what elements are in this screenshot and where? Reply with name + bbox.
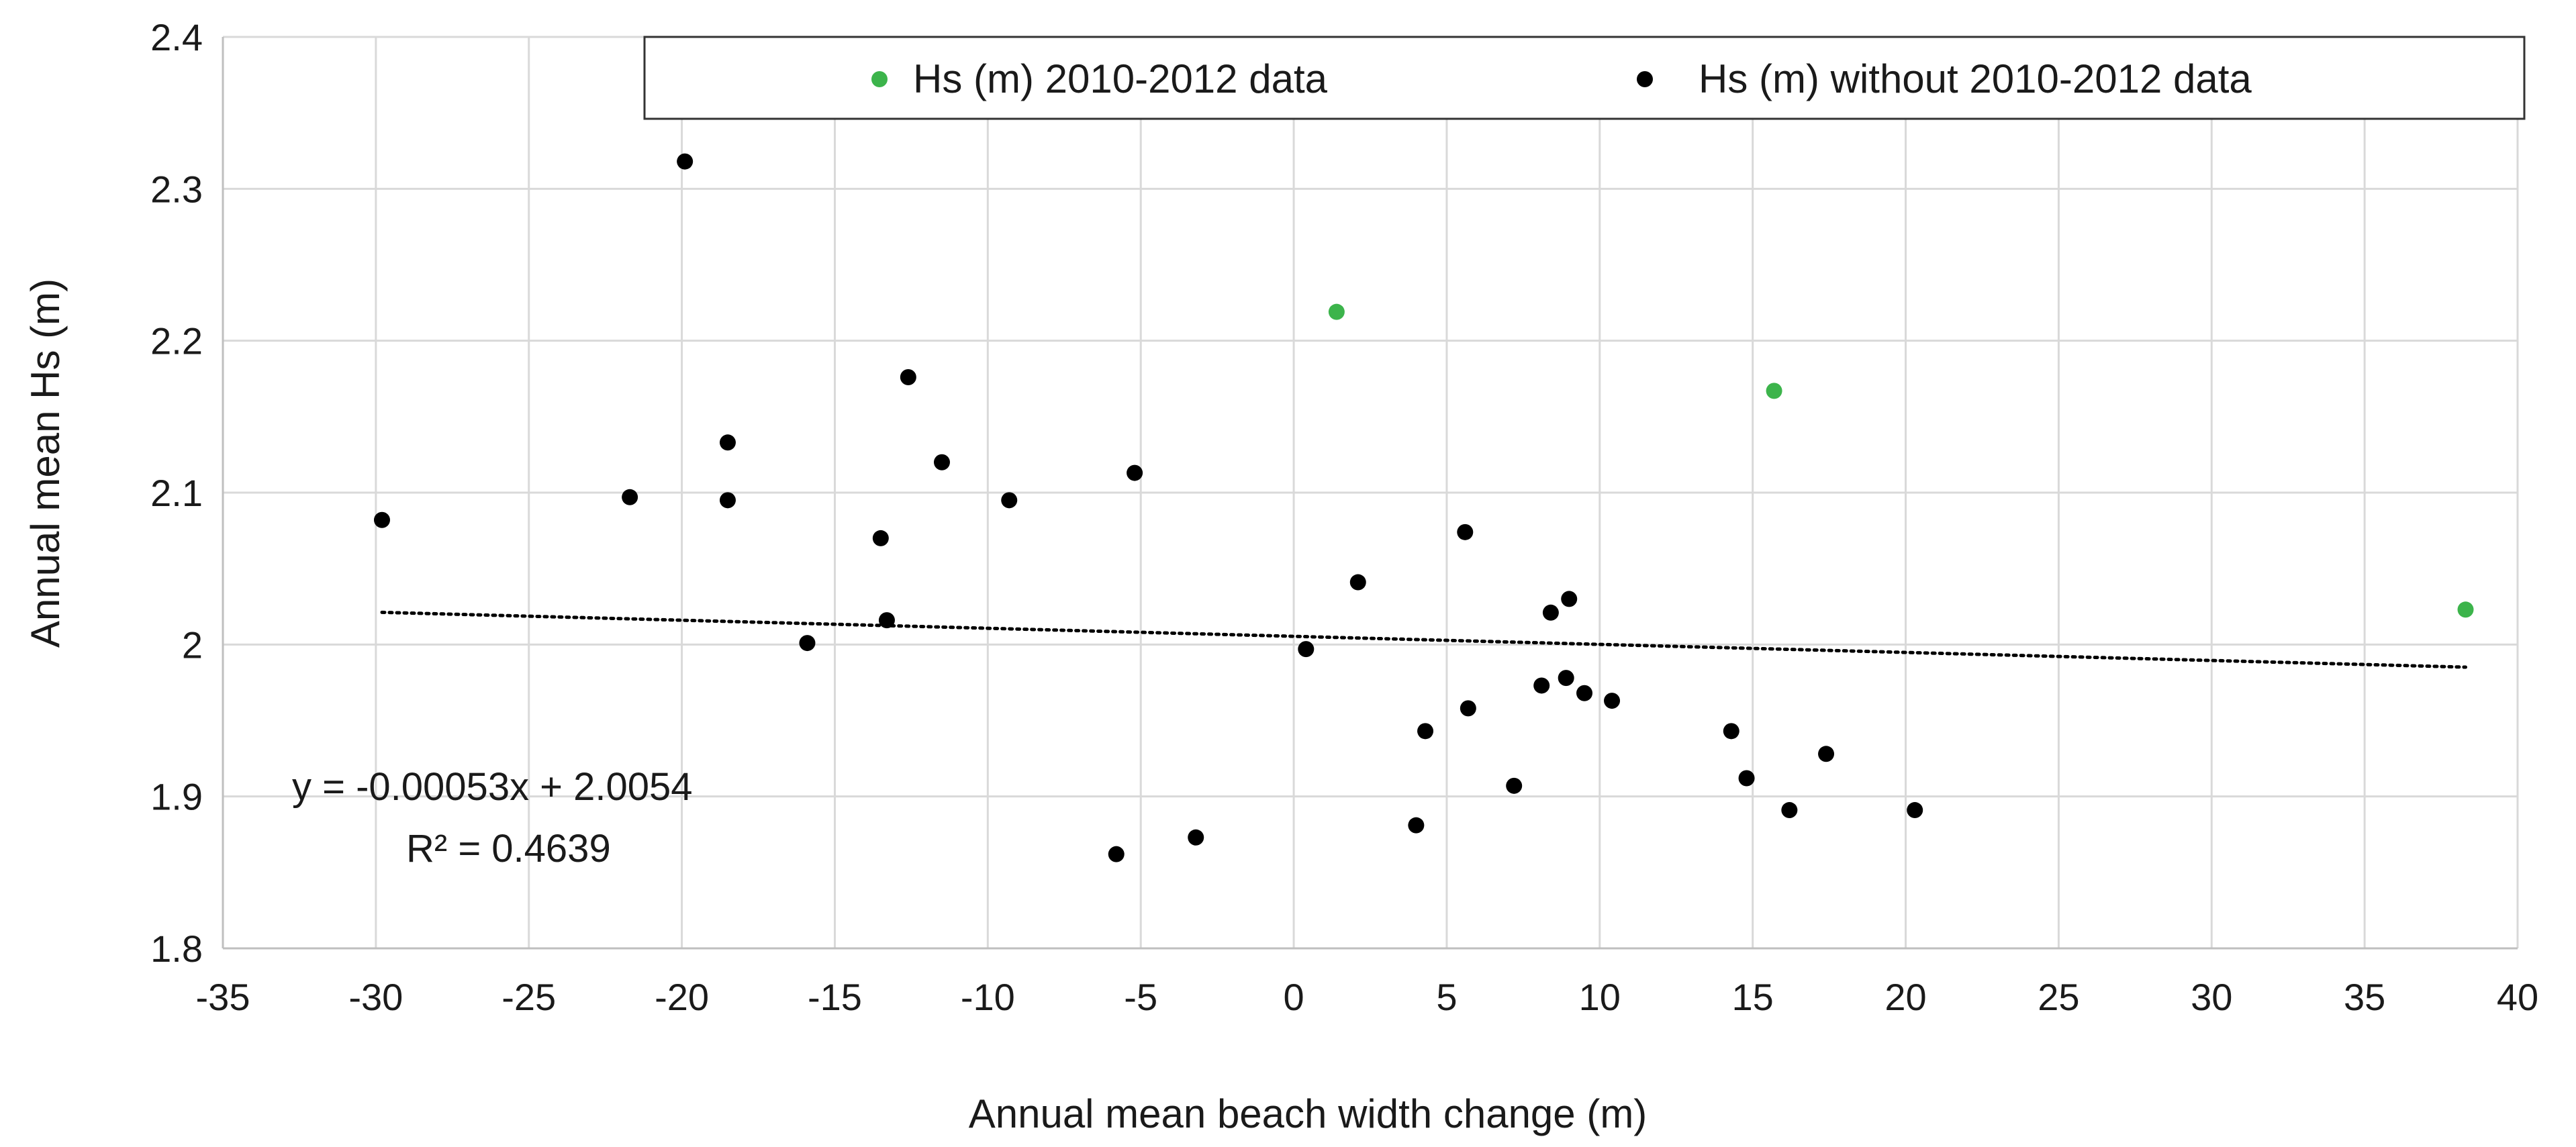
data-point-black [1576, 685, 1593, 701]
x-tick-label: -20 [655, 976, 709, 1018]
data-point-black [677, 153, 694, 170]
trendline-group [380, 610, 2468, 669]
x-tick-label: 10 [1579, 976, 1621, 1018]
legend: Hs (m) 2010-2012 data Hs (m) without 201… [643, 36, 2526, 120]
data-point-black [1460, 700, 1476, 717]
data-point-green [1328, 303, 1345, 320]
x-tick-label: 35 [2344, 976, 2385, 1018]
y-tick-label: 1.8 [150, 928, 203, 970]
x-tick-label: -30 [348, 976, 403, 1018]
data-point-black [1506, 777, 1523, 794]
y-tick-label: 2.4 [150, 16, 203, 58]
tick-labels: -35 -30 -25 -20 -15 -10 -5 0 5 10 15 20 25 30 35 40 1.8 1… [150, 16, 2538, 1018]
y-tick-label: 2.1 [150, 472, 203, 514]
data-point-black [1558, 670, 1574, 687]
data-point-green [1766, 383, 1782, 399]
x-tick-label: 15 [1732, 976, 1774, 1018]
y-tick-label: 2.2 [150, 320, 203, 362]
data-point-black [1533, 677, 1550, 694]
data-point-black [1738, 770, 1755, 787]
data-point-black [900, 368, 916, 385]
data-point-black [1561, 591, 1578, 607]
legend-marker-green [871, 71, 888, 87]
data-point-black [1542, 604, 1559, 621]
y-tick-label: 1.9 [150, 776, 203, 818]
x-tick-label: 0 [1283, 976, 1304, 1018]
data-point-black [1417, 723, 1434, 740]
data-point-black [719, 492, 736, 509]
data-point-black [799, 635, 816, 652]
data-point-black [1818, 746, 1835, 762]
data-point-black [1457, 523, 1474, 540]
data-point-black [1188, 829, 1204, 846]
data-point-black [1781, 802, 1798, 819]
data-point-black [878, 612, 895, 629]
x-tick-label: 30 [2191, 976, 2232, 1018]
x-tick-label: -15 [808, 976, 862, 1018]
data-point-black [1408, 817, 1425, 834]
x-tick-label: 40 [2497, 976, 2538, 1018]
trendline-equation: y = -0.00053x + 2.0054 [292, 765, 693, 809]
x-axis-title: Annual mean beach width change (m) [969, 1091, 1648, 1136]
legend-marker-black [1637, 71, 1653, 87]
x-tick-label: 20 [1885, 976, 1926, 1018]
trendline [380, 610, 2468, 669]
y-axis-title: Annual mean Hs (m) [23, 279, 68, 648]
x-tick-label: -35 [196, 976, 250, 1018]
data-point-black [1349, 574, 1366, 591]
data-point-black [1604, 693, 1621, 709]
y-tick-label: 2 [182, 624, 203, 666]
trendline-r-squared: R² = 0.4639 [406, 827, 611, 870]
data-point-black [1127, 464, 1143, 481]
data-point-black [933, 454, 950, 470]
x-tick-label: 25 [2038, 976, 2079, 1018]
data-point-black [1907, 802, 1923, 819]
x-tick-label: -25 [502, 976, 556, 1018]
data-point-black [622, 489, 638, 505]
plot-axes [222, 37, 2518, 950]
legend-label-green: Hs (m) 2010-2012 data [913, 56, 1328, 101]
legend-label-black: Hs (m) without 2010-2012 data [1699, 56, 2252, 101]
data-point-black [1001, 492, 1018, 509]
data-point-black [719, 434, 736, 451]
data-point-black [373, 511, 390, 528]
legend-box [643, 36, 2526, 120]
x-tick-label: -5 [1124, 976, 1157, 1018]
data-point-black [872, 530, 889, 546]
data-point-green [2457, 601, 2474, 618]
x-tick-label: -10 [961, 976, 1015, 1018]
data-points [373, 153, 2474, 862]
data-point-black [1108, 846, 1125, 862]
x-tick-label: 5 [1436, 976, 1457, 1018]
data-point-black [1723, 723, 1739, 740]
y-tick-label: 2.3 [150, 168, 203, 210]
data-point-black [1298, 641, 1315, 658]
